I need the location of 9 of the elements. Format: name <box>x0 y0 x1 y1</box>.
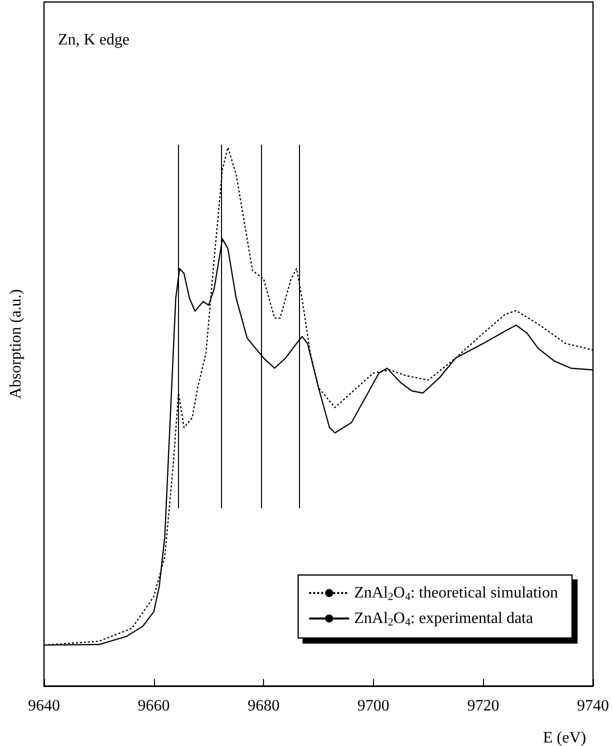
x-tick-label: 9640 <box>28 698 60 714</box>
text: Zn, K edge <box>58 32 130 48</box>
x-axis-title: E (eV) <box>543 730 586 746</box>
x-tick-label: 9700 <box>357 698 390 714</box>
x-tick-label: 9660 <box>138 698 170 714</box>
x-tick-label: 9740 <box>577 698 609 714</box>
y-axis-title: Absorption (a.u.) <box>8 289 24 399</box>
x-tick-label: 9680 <box>248 698 280 714</box>
x-tick-label: 9720 <box>467 698 500 714</box>
